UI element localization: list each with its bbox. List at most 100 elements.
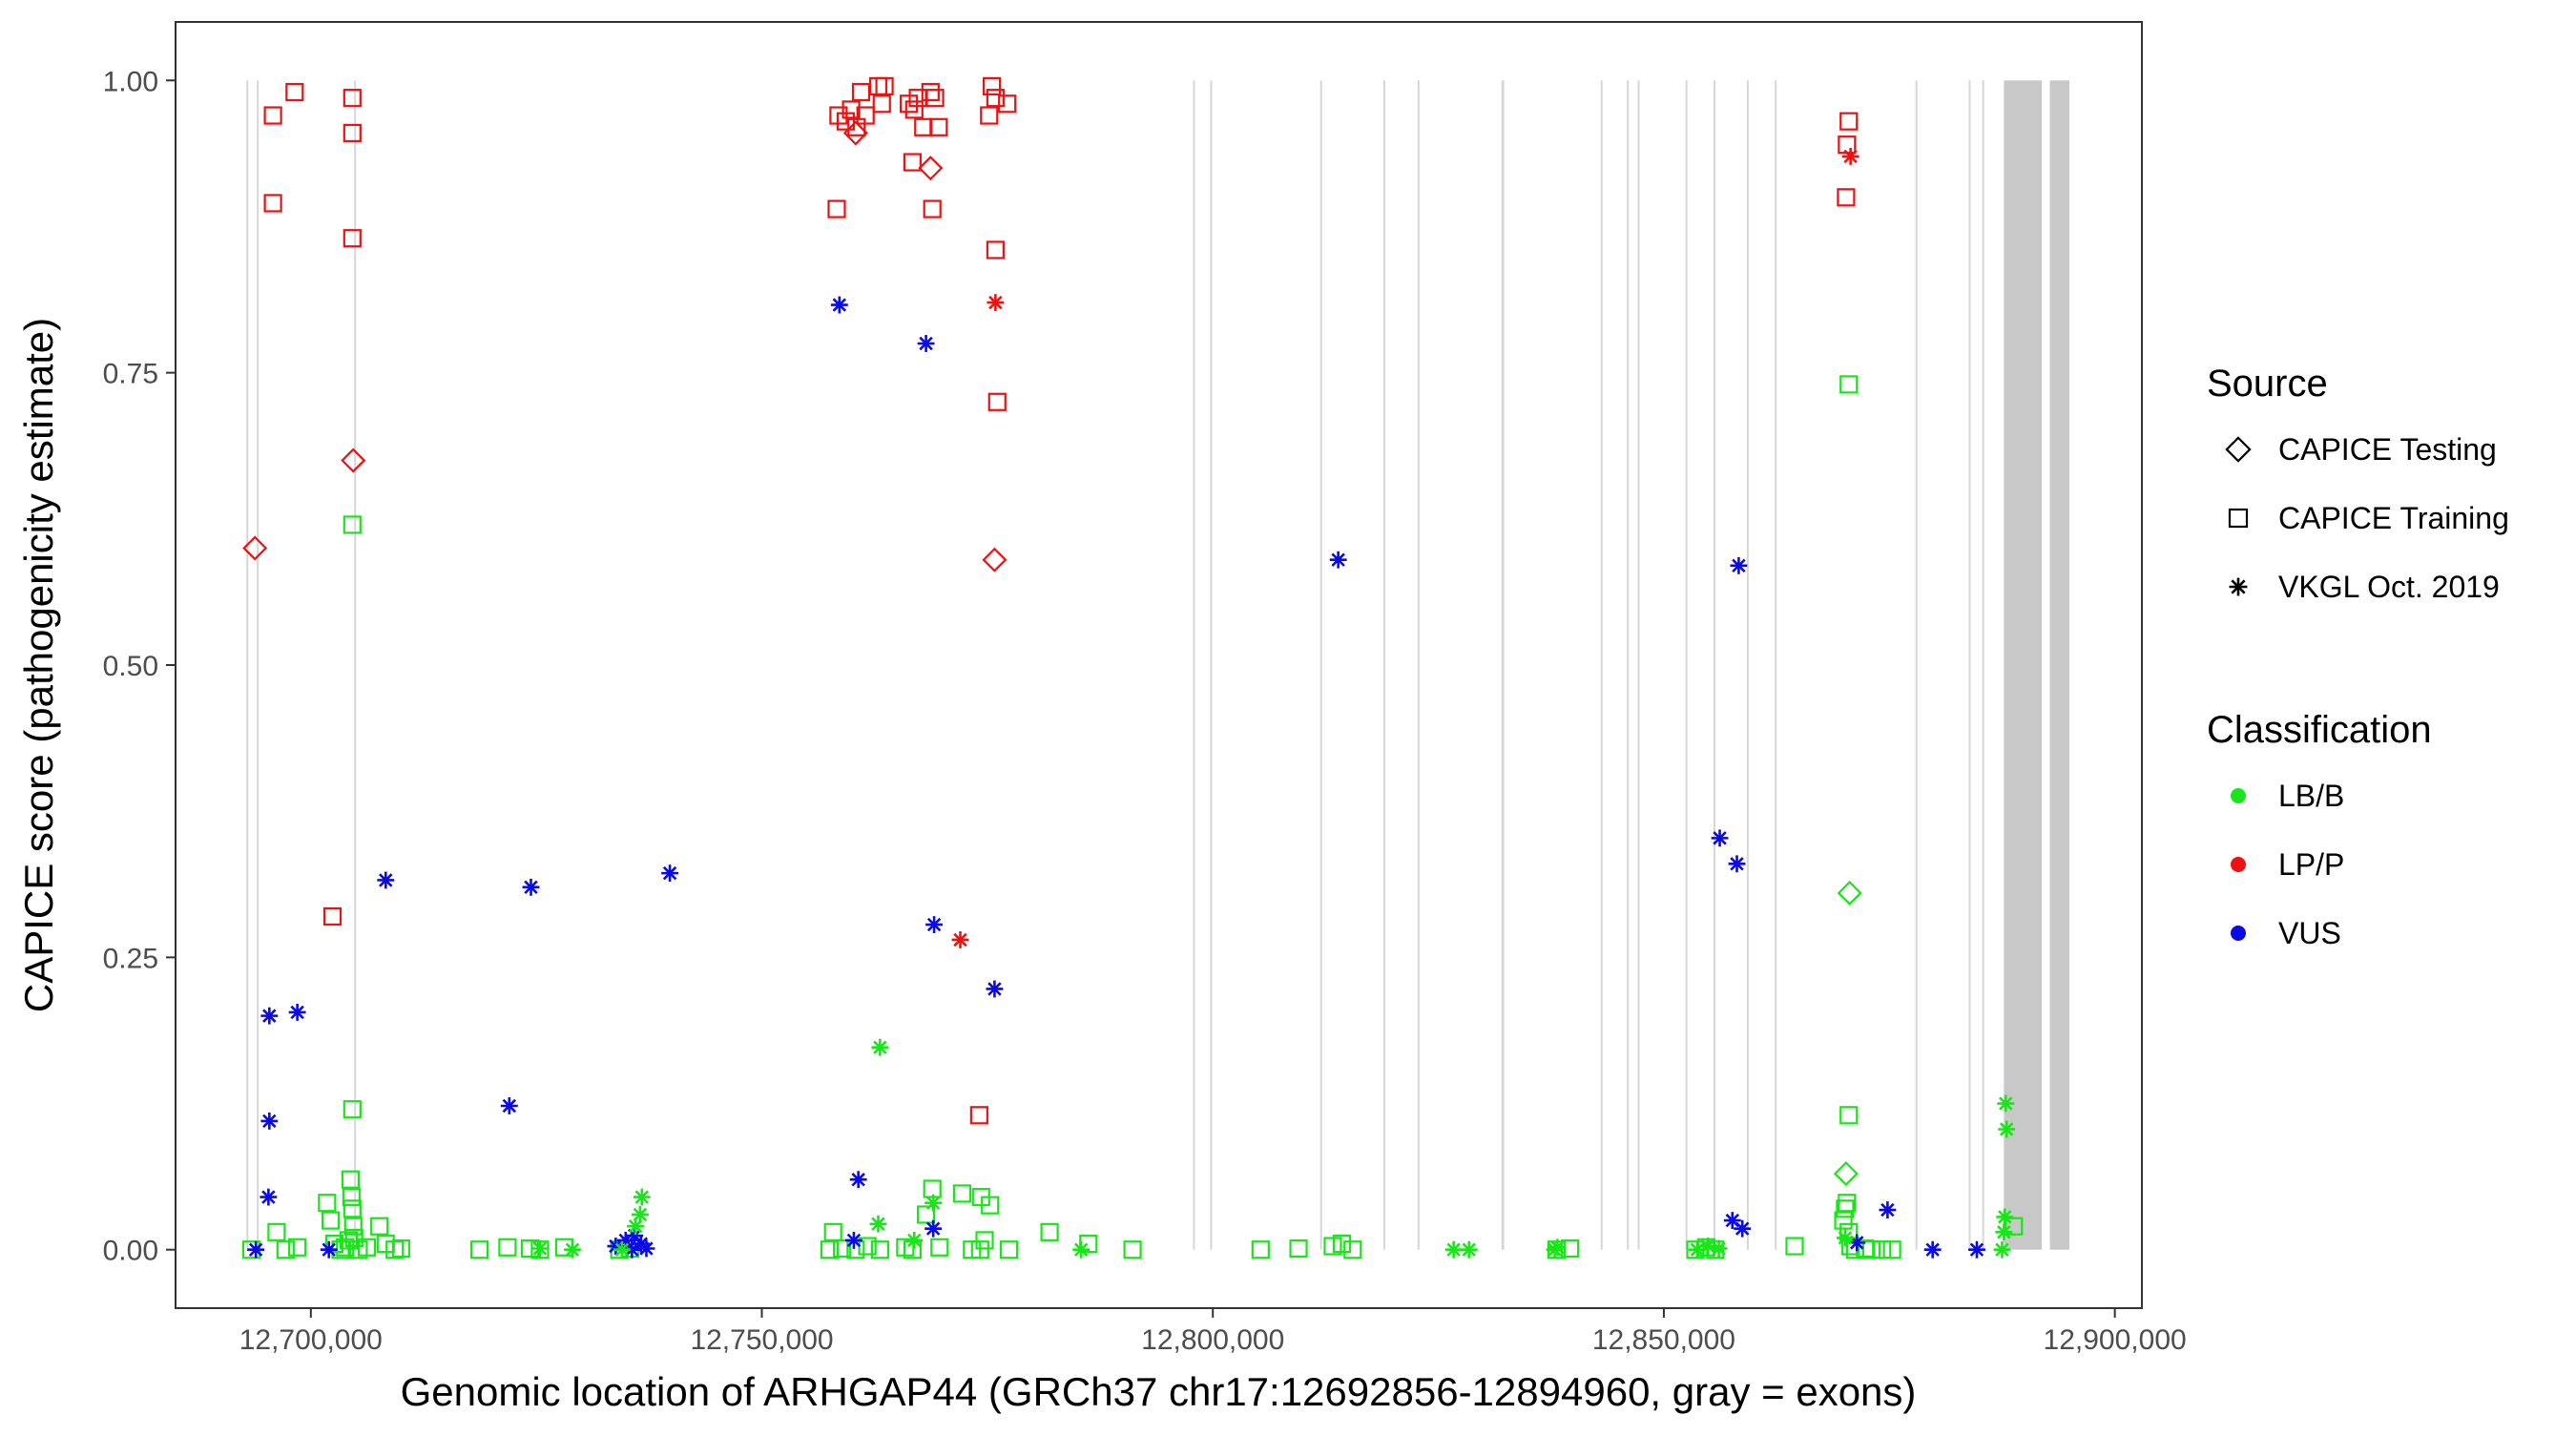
data-point-4-66 <box>1836 1199 1855 1218</box>
data-point-4-3 <box>1839 375 1859 394</box>
series-3 <box>263 76 1859 1125</box>
data-point-4-72 <box>1861 1240 1880 1259</box>
data-point-4-16 <box>342 1187 361 1207</box>
legend: Source CAPICE Testing CAPICE Training VKGL … <box>2207 363 2509 950</box>
data-point-2-2 <box>1833 1161 1859 1187</box>
data-point-4-21 <box>357 1238 377 1257</box>
data-point-7-21 <box>1998 1120 2016 1138</box>
data-point-3-23 <box>925 89 945 108</box>
data-point-4-19 <box>344 1228 364 1248</box>
data-point-4-58 <box>1343 1240 1362 1259</box>
data-point-7-5 <box>613 1240 631 1259</box>
data-point-4-7 <box>276 1240 295 1259</box>
exon-band-15 <box>1746 80 1749 1250</box>
data-point-6-31 <box>637 1239 655 1258</box>
y-tick-label-1: 0.00 <box>103 1236 158 1267</box>
data-point-1-1 <box>242 535 268 561</box>
data-point-6-13 <box>260 1113 279 1130</box>
data-point-7-18 <box>1710 1239 1728 1258</box>
exon-band-20 <box>2004 80 2043 1250</box>
data-point-7-23 <box>1995 1223 2013 1241</box>
data-point-4-25 <box>391 1238 410 1259</box>
data-point-7-11 <box>1072 1240 1091 1259</box>
data-point-7-15 <box>1548 1238 1567 1257</box>
data-point-5-1 <box>987 294 1005 312</box>
data-point-6-24 <box>247 1240 265 1259</box>
series-5 <box>951 148 1859 948</box>
data-point-4-38 <box>870 1240 889 1259</box>
data-point-3-22 <box>921 82 940 102</box>
legend-label-source-3: VKGL Oct. 2019 <box>2278 570 2500 604</box>
data-point-6-32 <box>1923 1240 1942 1259</box>
exon-band-18 <box>1968 80 1971 1250</box>
data-point-3-34 <box>1839 112 1859 131</box>
legend-key-source-1 <box>2225 436 2252 463</box>
data-point-5-2 <box>951 931 969 948</box>
data-point-7-2 <box>633 1188 651 1206</box>
y-axis: 0.00 0.25 0.50 0.75 1.00 <box>103 66 176 1267</box>
data-point-6-12 <box>500 1097 518 1114</box>
exon-band-6 <box>1319 80 1322 1250</box>
data-point-4-57 <box>1332 1234 1352 1254</box>
data-point-3-19 <box>904 100 924 119</box>
data-point-6-11 <box>661 864 679 883</box>
data-point-4-9 <box>318 1194 337 1213</box>
data-point-4-18 <box>343 1217 363 1236</box>
data-point-4-51 <box>1040 1222 1059 1241</box>
data-point-6-7 <box>260 1007 279 1025</box>
data-point-4-35 <box>833 1238 852 1259</box>
data-point-4-73 <box>1873 1240 1892 1259</box>
legend-key-class-2 <box>2231 857 2246 872</box>
data-point-7-1 <box>871 1038 889 1056</box>
data-point-3-31 <box>986 240 1005 260</box>
data-point-6-10 <box>522 878 540 896</box>
data-point-3-10 <box>836 112 856 131</box>
data-point-3-27 <box>982 76 1002 96</box>
data-point-7-22 <box>1996 1208 2014 1226</box>
exon-band-11 <box>1627 80 1630 1250</box>
series-7 <box>531 1038 2016 1259</box>
data-point-3-30 <box>998 94 1017 114</box>
data-point-3-3 <box>343 89 362 108</box>
data-point-7-4 <box>627 1217 645 1236</box>
data-point-6-3 <box>1329 551 1347 569</box>
data-point-6-17 <box>849 1171 867 1189</box>
data-point-6-6 <box>1728 855 1746 873</box>
data-point-4-22 <box>370 1217 389 1236</box>
data-point-4-65 <box>1834 1211 1853 1230</box>
data-point-2-1 <box>1837 880 1862 905</box>
data-point-4-48 <box>981 1196 1000 1215</box>
exon-band-17 <box>1915 80 1918 1250</box>
x-tick-label-5: 12,900,000 <box>2044 1324 2187 1356</box>
data-point-6-22 <box>1879 1201 1897 1218</box>
data-point-3-16 <box>872 94 891 114</box>
data-point-7-24 <box>1993 1240 2011 1259</box>
data-point-4-54 <box>1251 1240 1270 1259</box>
x-axis-title: Genomic location of ARHGAP44 (GRCh37 chr… <box>401 1369 1917 1414</box>
data-point-3-7 <box>322 906 343 926</box>
data-point-4-11 <box>324 1234 343 1254</box>
x-tick-label-1: 12,700,000 <box>239 1324 383 1356</box>
legend-key-class-1 <box>2231 788 2246 803</box>
legend-label-class-2: LP/P <box>2278 847 2344 882</box>
data-point-6-1 <box>830 296 848 314</box>
data-point-6-25 <box>320 1240 338 1259</box>
data-point-4-43 <box>930 1238 949 1257</box>
data-point-7-19 <box>1837 1229 1854 1247</box>
data-point-4-55 <box>1289 1238 1308 1259</box>
data-point-4-4 <box>1839 1106 1859 1125</box>
exon-band-13 <box>1685 80 1688 1250</box>
y-tick-label-2: 0.25 <box>103 943 158 974</box>
data-point-6-5 <box>1711 829 1729 847</box>
data-point-6-16 <box>986 980 1004 998</box>
series-2 <box>1833 880 1862 1187</box>
data-point-3-33 <box>969 1106 988 1125</box>
x-tick-label-4: 12,850,000 <box>1592 1324 1735 1356</box>
y-axis-title: CAPICE score (pathogenicity estimate) <box>16 318 61 1012</box>
data-point-4-34 <box>820 1240 840 1259</box>
data-point-3-25 <box>903 153 923 172</box>
x-tick-label-3: 12,800,000 <box>1141 1324 1284 1356</box>
data-point-4-8 <box>288 1238 307 1257</box>
exon-band-3 <box>354 80 357 1250</box>
